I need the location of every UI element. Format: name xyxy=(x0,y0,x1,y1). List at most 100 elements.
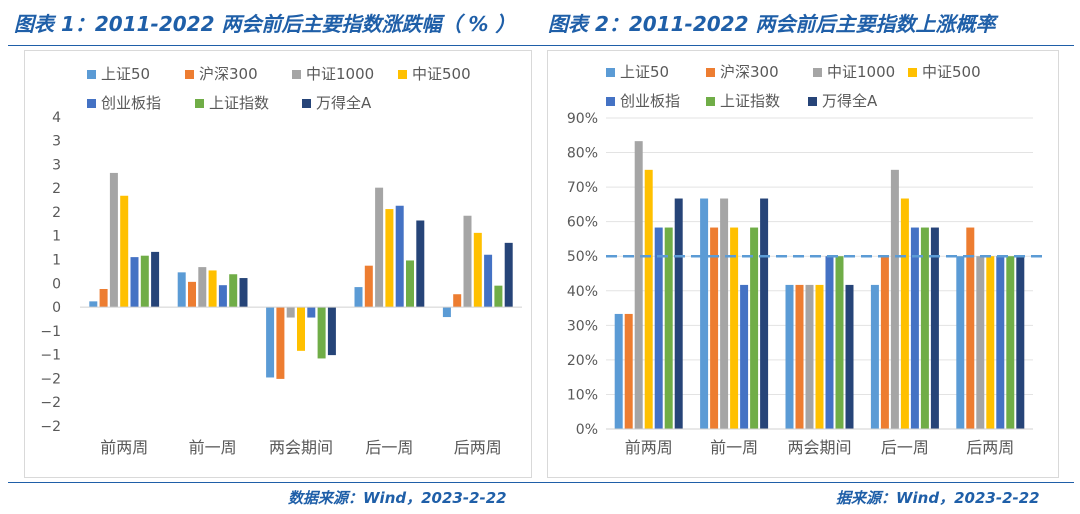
chart2-bar-沪深300-前一周 xyxy=(710,227,719,429)
chart2-bar-沪深300-两会期间 xyxy=(795,284,804,429)
chart1-ytick-label-7: 0 xyxy=(52,276,61,292)
chart1-legend-label-上证50: 上证50 xyxy=(101,65,150,83)
chart1-ytick-label-9: −1 xyxy=(40,324,61,340)
chart1-legend-label-上证指数: 上证指数 xyxy=(209,94,269,112)
chart2-legend-swatch-万得全A xyxy=(808,97,817,106)
chart2-bar-上证指数-后一周 xyxy=(920,227,929,429)
chart1-bar-上证50-前一周 xyxy=(177,272,186,308)
chart1-bar-沪深300-前两周 xyxy=(99,288,108,308)
chart1-bar-中证1000-两会期间 xyxy=(286,307,295,318)
chart1-category-label-2: 两会期间 xyxy=(269,438,333,457)
chart2-bar-沪深300-后一周 xyxy=(880,256,889,429)
chart1-bar-中证500-后一周 xyxy=(385,209,394,308)
chart1-ytick-label-8: 0 xyxy=(52,300,61,316)
chart1-legend-swatch-万得全A xyxy=(302,99,311,108)
chart2-legend-swatch-中证1000 xyxy=(813,68,822,77)
chart2-bar-万得全A-后两周 xyxy=(1016,256,1025,429)
chart2-bar-创业板指-前两周 xyxy=(654,227,663,429)
chart1-ytick-label-6: 1 xyxy=(52,253,61,269)
chart2-bar-上证50-两会期间 xyxy=(785,284,794,429)
chart1-bar-上证指数-后一周 xyxy=(406,260,414,308)
chart2-legend-swatch-创业板指 xyxy=(606,97,615,106)
chart2-ytick-label-9: 0% xyxy=(576,422,598,438)
chart1-bar-创业板指-前两周 xyxy=(130,257,139,308)
chart2-bar-创业板指-前一周 xyxy=(740,284,749,429)
chart1-legend-swatch-中证1000 xyxy=(292,70,301,79)
chart1-legend-label-沪深300: 沪深300 xyxy=(199,65,258,83)
chart2-bar-沪深300-后两周 xyxy=(966,227,975,429)
chart1-svg: 4 3 3 2 2 1 1 0 0 −1 −1 −2 −2 −2 前两周 前一周 两会期间 后一周 后两周 上证50 沪… xyxy=(40,65,522,457)
chart1-legend-label-创业板指: 创业板指 xyxy=(101,94,161,112)
chart2-ytick-label-5: 40% xyxy=(567,284,598,300)
chart2-bar-上证指数-前两周 xyxy=(664,227,673,429)
chart2-bar-创业板指-两会期间 xyxy=(825,256,834,429)
chart1-bar-上证指数-两会期间 xyxy=(317,307,326,359)
chart1-bar-沪深300-两会期间 xyxy=(276,307,285,379)
chart2-ytick-label-4: 50% xyxy=(567,249,598,265)
chart2-ytick-label-0: 90% xyxy=(567,111,598,127)
chart1-legend-swatch-沪深300 xyxy=(185,70,194,79)
chart2-ytick-label-6: 30% xyxy=(567,318,598,334)
chart2-bar-中证1000-两会期间 xyxy=(805,284,814,429)
chart1-bar-上证指数-前一周 xyxy=(229,274,238,308)
chart2-panel: 90% 80% 70% 60% 50% 40% 30% 20% 10% 0% 前两周 前一周 两会期间 后… xyxy=(547,50,1059,478)
chart2-legend-swatch-上证50 xyxy=(606,68,615,77)
chart1-bar-中证1000-前一周 xyxy=(198,267,207,308)
chart2-legend-label-中证1000: 中证1000 xyxy=(827,63,895,81)
chart1-category-label-1: 前一周 xyxy=(189,438,237,457)
chart2-bar-中证500-后两周 xyxy=(986,256,995,429)
chart1-ytick-label-11: −2 xyxy=(40,371,61,387)
chart1-bar-创业板指-后两周 xyxy=(484,254,493,308)
chart1-bar-中证500-前两周 xyxy=(120,195,129,308)
chart1-bar-中证1000-后一周 xyxy=(375,187,384,308)
chart2-ytick-label-3: 60% xyxy=(567,215,598,231)
chart1-legend-swatch-上证指数 xyxy=(195,99,204,108)
chart1-panel: 4 3 3 2 2 1 1 0 0 −1 −1 −2 −2 −2 前两周 前一周 两会期间 后一周 后两周 上证50 沪… xyxy=(24,50,532,478)
chart2-bar-上证指数-后两周 xyxy=(1006,256,1015,429)
chart2-bar-中证500-后一周 xyxy=(900,198,909,429)
chart1-ytick-label-3: 2 xyxy=(52,181,61,197)
chart1-bar-沪深300-后两周 xyxy=(453,294,462,308)
chart2-bar-万得全A-两会期间 xyxy=(845,284,854,429)
chart1-bar-中证500-前一周 xyxy=(208,270,217,308)
chart2-bar-上证指数-两会期间 xyxy=(835,256,844,429)
chart2-bar-上证50-后两周 xyxy=(956,256,965,429)
chart2-category-label-1: 前一周 xyxy=(710,438,758,457)
chart1-bar-创业板指-两会期间 xyxy=(307,307,316,318)
chart2-legend-label-上证指数: 上证指数 xyxy=(720,92,780,110)
chart2-bar-中证500-两会期间 xyxy=(815,284,824,429)
chart2-ytick-label-1: 80% xyxy=(567,146,598,162)
chart1-bar-万得全A-前一周 xyxy=(239,278,248,308)
chart1-ytick-label-13: −2 xyxy=(40,419,61,435)
chart1-ytick-label-12: −2 xyxy=(40,395,61,411)
chart1-ytick-label-2: 3 xyxy=(52,157,61,173)
chart1-legend-swatch-创业板指 xyxy=(87,99,96,108)
chart2-svg: 90% 80% 70% 60% 50% 40% 30% 20% 10% 0% 前两周 前一周 两会期间 后… xyxy=(567,63,1043,457)
chart1-category-label-3: 后一周 xyxy=(365,438,413,457)
chart2-title: 图表 2：2011-2022 两会前后主要指数上涨概率 xyxy=(548,12,996,36)
chart2-bar-上证指数-前一周 xyxy=(750,227,759,429)
chart1-legend-label-中证500: 中证500 xyxy=(412,65,471,83)
chart2-bar-沪深300-前两周 xyxy=(624,313,633,429)
chart2-bar-中证500-前一周 xyxy=(730,227,739,429)
chart2-bar-中证1000-后一周 xyxy=(890,169,899,429)
chart1-ytick-label-10: −1 xyxy=(40,348,61,364)
source-note-right: 据来源：Wind，2023-2-22 xyxy=(836,489,1040,507)
chart2-legend-label-创业板指: 创业板指 xyxy=(620,92,680,110)
chart2-bar-上证50-后一周 xyxy=(870,284,879,429)
chart1-bar-上证50-后一周 xyxy=(354,287,363,308)
chart2-bar-中证1000-后两周 xyxy=(976,256,985,429)
chart1-bar-上证50-前两周 xyxy=(89,301,98,308)
chart2-bar-上证50-前两周 xyxy=(614,313,623,429)
chart1-title: 图表 1：2011-2022 两会前后主要指数涨跌幅（ % ） xyxy=(14,12,516,36)
chart2-ytick-label-7: 20% xyxy=(567,353,598,369)
chart2-bar-创业板指-后一周 xyxy=(910,227,919,429)
chart1-bar-万得全A-前两周 xyxy=(151,251,160,308)
chart1-bar-上证50-后两周 xyxy=(442,307,451,318)
chart2-ytick-label-2: 70% xyxy=(567,180,598,196)
chart2-bar-中证1000-前两周 xyxy=(634,141,643,429)
chart1-bar-万得全A-两会期间 xyxy=(327,307,336,356)
chart1-legend-swatch-上证50 xyxy=(87,70,96,79)
chart1-bar-创业板指-后一周 xyxy=(395,205,404,308)
chart2-bar-中证500-前两周 xyxy=(644,169,653,429)
